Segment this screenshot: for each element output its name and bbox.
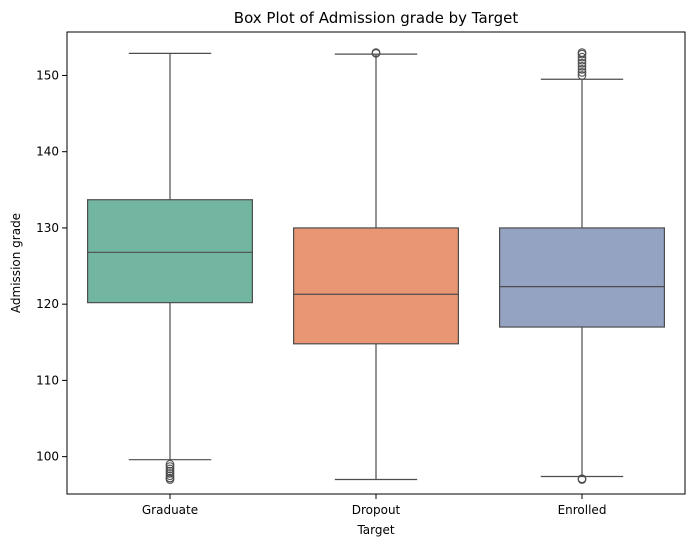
outlier-point bbox=[577, 474, 587, 484]
outlier-point bbox=[577, 65, 587, 74]
x-axis-label: Target bbox=[356, 523, 394, 537]
box-graduate bbox=[86, 199, 254, 304]
outlier-point bbox=[165, 462, 175, 471]
outlier-point bbox=[165, 466, 175, 476]
outlier-point bbox=[165, 473, 175, 483]
plot-area bbox=[66, 31, 686, 495]
outlier-point bbox=[165, 459, 175, 469]
outlier-point bbox=[371, 48, 381, 57]
y-tick-label: 120 bbox=[36, 297, 59, 311]
outlier-point bbox=[577, 68, 587, 77]
x-tick-label: Enrolled bbox=[558, 503, 607, 517]
outlier-point bbox=[165, 464, 175, 474]
outlier-point bbox=[577, 61, 587, 71]
outlier-point bbox=[165, 469, 175, 478]
y-tick-label: 110 bbox=[36, 373, 59, 387]
outlier-point bbox=[577, 52, 587, 62]
y-axis-label: Admission grade bbox=[9, 213, 23, 313]
x-tick-label: Dropout bbox=[352, 503, 401, 517]
box-group-enrolled bbox=[499, 48, 666, 484]
outlier-point bbox=[165, 471, 175, 481]
box-dropout bbox=[293, 227, 460, 345]
y-tick-label: 140 bbox=[36, 145, 59, 159]
x-tick-label: Graduate bbox=[142, 503, 198, 517]
y-tick-label: 100 bbox=[36, 450, 59, 464]
outlier-point bbox=[577, 58, 587, 68]
chart-title: Box Plot of Admission grade by Target bbox=[234, 9, 519, 27]
y-tick-label: 130 bbox=[36, 221, 59, 235]
box-group-dropout bbox=[293, 48, 460, 481]
outlier-point bbox=[577, 48, 587, 57]
outlier-point bbox=[577, 71, 587, 80]
y-tick-label: 150 bbox=[36, 68, 59, 82]
box-enrolled bbox=[499, 227, 666, 328]
box-group-graduate bbox=[86, 52, 254, 484]
x-axis-ticks: Graduate Dropout Enrolled bbox=[142, 494, 607, 517]
y-axis-ticks: 100 110 120 130 140 150 bbox=[36, 68, 67, 464]
